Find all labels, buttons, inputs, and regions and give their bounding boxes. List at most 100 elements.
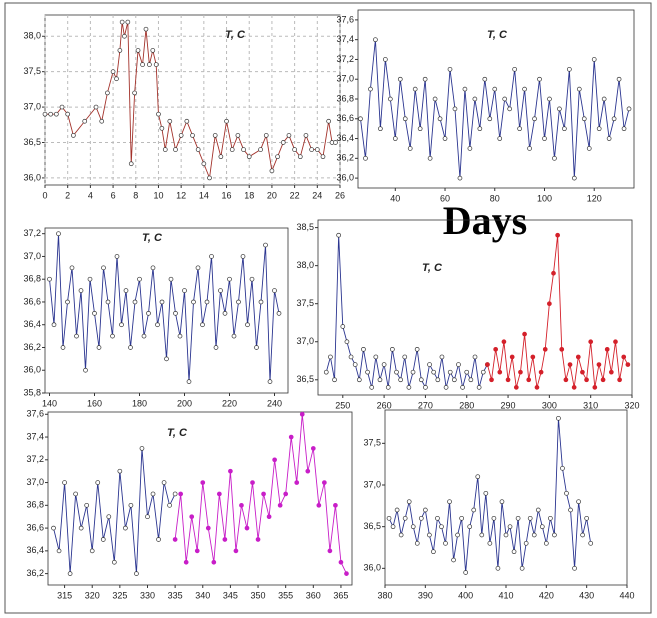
data-point <box>168 276 174 282</box>
data-point <box>588 339 594 345</box>
data-point <box>576 499 581 505</box>
data-point <box>575 354 581 360</box>
data-point <box>443 385 449 390</box>
x-tick-label: 260 <box>377 400 392 410</box>
data-point <box>114 254 120 259</box>
data-point <box>483 490 489 496</box>
y-tick-label: 36,0 <box>336 172 354 182</box>
data-point <box>309 147 314 152</box>
data-point <box>442 136 448 141</box>
data-point <box>47 276 52 282</box>
data-point <box>422 76 428 82</box>
data-point <box>82 118 88 124</box>
series-line <box>325 235 488 389</box>
data-point <box>239 502 244 508</box>
data-point <box>338 559 344 565</box>
data-point <box>294 480 300 485</box>
data-point <box>392 136 398 141</box>
data-point <box>128 161 134 167</box>
series-line <box>360 39 630 179</box>
x-tick-label: 20 <box>267 190 277 200</box>
x-tick-label: 22 <box>290 190 300 200</box>
data-point <box>522 86 527 92</box>
data-point <box>475 474 481 480</box>
x-tick-label: 80 <box>490 193 500 203</box>
data-point <box>596 362 602 367</box>
y-tick-label: 37,4 <box>26 431 44 441</box>
data-point <box>119 322 124 328</box>
y-tick-label: 36,0 <box>23 365 41 375</box>
data-point <box>616 76 622 82</box>
data-point <box>431 549 436 555</box>
data-point <box>89 548 95 554</box>
series-line <box>49 233 280 382</box>
x-tick-label: 6 <box>111 190 116 200</box>
x-tick-label: 320 <box>85 590 100 600</box>
data-point <box>333 140 338 145</box>
data-point <box>134 571 139 576</box>
data-point <box>435 515 440 521</box>
data-point <box>387 96 393 102</box>
y-tick-label: 37,0 <box>336 74 354 84</box>
data-point <box>394 507 400 513</box>
data-point <box>194 548 200 554</box>
data-point <box>111 559 117 565</box>
data-point <box>600 377 606 383</box>
data-point <box>571 175 577 181</box>
data-point <box>460 385 465 390</box>
y-tick-label: 36,0 <box>363 563 381 573</box>
data-point <box>128 345 133 350</box>
y-tick-label: 37,0 <box>23 101 41 111</box>
data-point <box>327 548 333 554</box>
data-point <box>617 377 622 383</box>
outer-frame <box>4 2 652 614</box>
data-point <box>146 310 151 316</box>
data-point <box>451 557 456 563</box>
data-point <box>390 346 395 352</box>
data-point <box>218 154 224 160</box>
data-point <box>241 147 246 152</box>
y-tick-label: 37,2 <box>26 454 44 464</box>
x-tick-label: 8 <box>133 190 138 200</box>
data-point <box>468 377 474 383</box>
data-point <box>250 480 255 485</box>
chart-title: T, C <box>225 29 246 41</box>
x-tick-label: 320 <box>624 400 639 410</box>
y-tick-label: 37,0 <box>26 477 44 487</box>
data-point <box>191 299 196 305</box>
series-line <box>388 418 592 573</box>
data-point <box>542 136 547 141</box>
data-point <box>84 502 90 508</box>
y-tick-label: 36,4 <box>336 133 354 143</box>
x-tick-label: 380 <box>377 590 392 600</box>
x-tick-label: 420 <box>539 590 554 600</box>
x-tick-label: 250 <box>335 400 350 410</box>
data-point <box>153 62 159 67</box>
y-tick-label: 36,5 <box>363 521 381 531</box>
data-point <box>443 540 448 546</box>
data-point <box>150 491 156 497</box>
data-point <box>228 468 233 474</box>
data-point <box>150 48 156 53</box>
data-point <box>100 537 106 542</box>
data-point <box>224 118 229 124</box>
data-point <box>459 515 464 521</box>
data-point <box>580 532 585 538</box>
x-tick-label: 410 <box>498 590 513 600</box>
data-point <box>344 571 349 576</box>
y-tick-label: 36,8 <box>336 93 354 103</box>
y-tick-label: 37,0 <box>363 479 381 489</box>
data-point <box>406 385 412 390</box>
y-tick-label: 36,0 <box>23 172 41 182</box>
data-point <box>487 116 493 122</box>
data-point <box>568 507 573 513</box>
data-point <box>611 116 617 122</box>
data-point <box>467 524 473 530</box>
data-point <box>503 532 509 538</box>
data-point <box>209 254 214 259</box>
data-point <box>162 147 168 152</box>
y-tick-label: 36,4 <box>26 545 44 555</box>
data-point <box>161 480 167 485</box>
data-point <box>606 136 612 141</box>
x-tick-label: 355 <box>278 590 293 600</box>
